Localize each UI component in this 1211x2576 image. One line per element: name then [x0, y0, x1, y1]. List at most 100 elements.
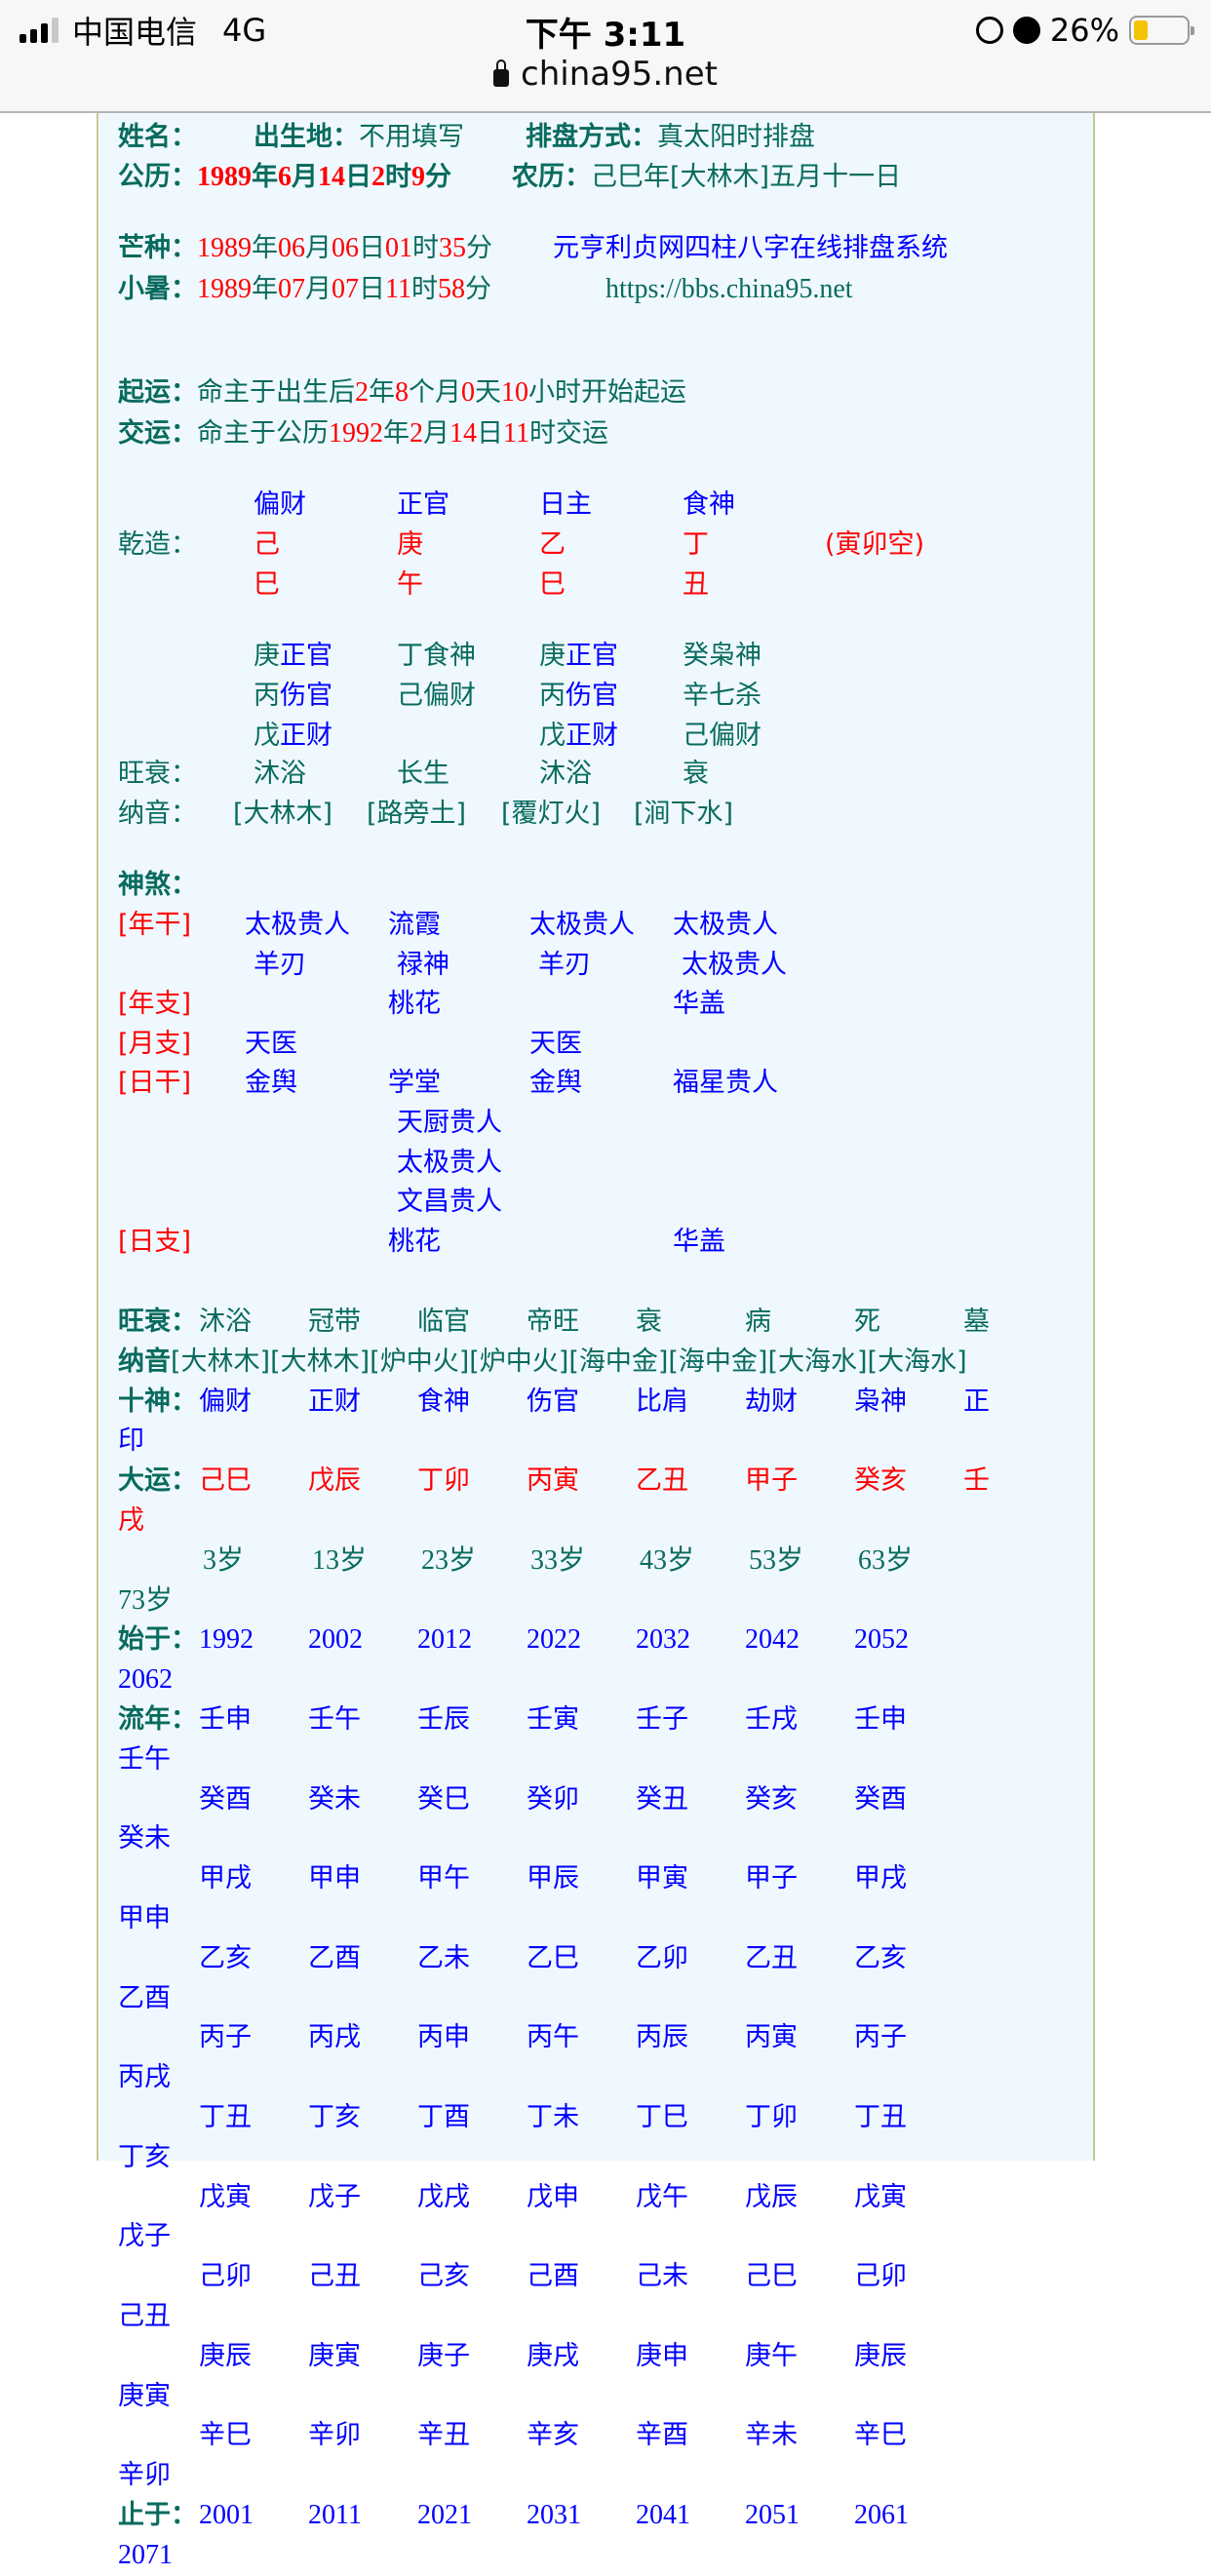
start-year-item: 2012 [417, 1624, 472, 1656]
liunian-item: 壬申 [199, 1703, 252, 1735]
shensha-row-label: [年干] [118, 910, 192, 940]
liunian-row: 流年：壬申 壬午 壬辰 壬寅 壬子 壬戌 壬申壬午 [118, 1700, 1010, 1780]
text-segment: 月 [305, 233, 332, 263]
liunian-item: 壬子 [636, 1703, 688, 1735]
end-year-item: 2011 [308, 2499, 362, 2530]
hidden-stem: 庚正官 [254, 637, 332, 676]
text-segment: 月 [292, 162, 318, 192]
hidden-stem-char: 丁 [397, 641, 423, 671]
network-type: 4G [222, 12, 267, 49]
text-segment: 天 [475, 377, 501, 408]
age-item: 63岁 [858, 1544, 914, 1576]
start-year-item: 2042 [745, 1624, 800, 1656]
luck-nayin-item: [炉中火] [469, 1346, 569, 1377]
hidden-stem-god: 正官 [566, 641, 618, 671]
hidden-stem: 丙伤官 [539, 677, 618, 716]
hidden-stem-char: 己 [683, 721, 709, 751]
liunian-item: 己巳 [745, 2261, 798, 2292]
liunian-row: 丙子 丙戌 丙申 丙午 丙辰 丙寅 丙子丙戌 [118, 2018, 1010, 2098]
text-segment: 日 [345, 162, 371, 192]
liunian-item: 丁卯 [745, 2101, 798, 2132]
xiaoshu-term: 小暑：1989年07月07日11时58分 [118, 270, 491, 309]
luck-wangshuai-item: 墓 [963, 1307, 990, 1337]
highlight-value: 01 [385, 233, 412, 263]
liunian-item: 庚申 [636, 2340, 688, 2371]
liunian-item: 丁丑 [854, 2101, 907, 2132]
liunian-item: 壬午 [118, 1743, 171, 1775]
luck-wangshuai-item: 沐浴 [199, 1307, 252, 1337]
liunian-item: 己丑 [308, 2261, 361, 2292]
text-segment: 月 [423, 418, 449, 449]
liunian-item: 辛巳 [199, 2420, 252, 2451]
lunar-date: 农历：己巳年[大林木]五月十一日 [512, 158, 901, 197]
birthplace-label: 出生地： [254, 122, 359, 152]
wangshuai-label: 旺衰： [118, 759, 197, 789]
dayun-item: 乙丑 [636, 1465, 688, 1497]
liunian-row: 乙亥 乙酉 乙未 乙巳 乙卯 乙丑 乙亥乙酉 [118, 1939, 1010, 2019]
hidden-stem-god: 正财 [280, 721, 332, 751]
liunian-item: 己卯 [854, 2261, 907, 2292]
highlight-value: 1989 [197, 162, 252, 192]
liunian-item: 癸丑 [636, 1783, 688, 1815]
heavenly-stem: 丁 [683, 529, 709, 560]
start-year-item: 2032 [636, 1624, 690, 1656]
hidden-stem: 丁食神 [397, 637, 476, 676]
liunian-item: 丙辰 [636, 2022, 688, 2053]
liunian-item: 丁巳 [636, 2101, 688, 2132]
liunian-item: 乙亥 [199, 1942, 252, 1973]
end-year-item: 2061 [854, 2499, 909, 2530]
text-segment: 命主于公历 [197, 418, 329, 449]
highlight-value: 1989 [197, 274, 252, 304]
liunian-item: 甲辰 [527, 1863, 579, 1894]
liunian-item: 癸亥 [745, 1783, 798, 1815]
system-title-link[interactable]: 元亨利贞网四柱八字在线排盘系统 [553, 233, 948, 263]
address-bar[interactable]: china95.net [0, 55, 1211, 94]
mangzhong-term: 芒种：1989年06月06日01时35分 [118, 229, 492, 268]
shensha-item: 华盖 [673, 1226, 725, 1257]
site-url[interactable]: https://bbs.china95.net [606, 274, 853, 304]
liunian-item: 辛卯 [118, 2460, 171, 2491]
shensha-item: 太极贵人 [397, 1147, 502, 1178]
age-item: 13岁 [312, 1544, 368, 1576]
highlight-value: 0 [461, 377, 475, 408]
liunian-item: 戊子 [308, 2181, 361, 2212]
dayun-item: 丁卯 [417, 1465, 470, 1497]
liunian-item: 甲寅 [636, 1863, 688, 1894]
liunian-item: 庚寅 [118, 2380, 171, 2411]
highlight-value: 9 [411, 162, 425, 192]
shensha-item: 金舆 [529, 1068, 582, 1099]
highlight-value: 2 [410, 418, 423, 449]
luck-shishen-item: 偏财 [199, 1386, 252, 1417]
liunian-item: 甲戌 [199, 1863, 252, 1894]
luck-shishen-item: 正财 [308, 1386, 361, 1417]
chart-panel [97, 113, 1095, 2161]
heavenly-stem: 乙 [539, 529, 566, 560]
hidden-stem-char: 戊 [254, 721, 280, 751]
start-year-label: 始于： [118, 1624, 197, 1656]
ten-god: 正官 [397, 489, 449, 520]
luck-nayin-row: 纳音[大林木][大林木][炉中火][炉中火][海中金][海中金][大海水][大海… [118, 1343, 1010, 1383]
text-segment: 日 [359, 274, 385, 304]
shensha-item: 福星贵人 [673, 1068, 778, 1099]
liunian-item: 戊子 [118, 2221, 171, 2252]
start-year-row: 始于：1992 2002 2012 2022 2032 2042 2052 2062 [118, 1620, 1010, 1700]
text-segment: 时交运 [528, 418, 608, 449]
shensha-item: 天厨贵人 [397, 1108, 502, 1138]
url-text: china95.net [521, 55, 718, 94]
hidden-stem-god: 伤官 [566, 681, 618, 711]
liunian-item: 壬辰 [417, 1703, 470, 1735]
hidden-stem-god: 枭神 [709, 641, 762, 671]
shensha-row-label: [日干] [118, 1068, 192, 1099]
highlight-value: 2 [355, 377, 369, 408]
alarm-icon [1012, 17, 1040, 44]
age-item: 3岁 [203, 1544, 245, 1576]
hidden-stem-char: 己 [397, 681, 423, 711]
liunian-item: 癸巳 [417, 1783, 470, 1815]
carrier-name: 中国电信 [72, 14, 198, 51]
liunian-item: 丁酉 [417, 2101, 470, 2132]
highlight-value: 14 [449, 418, 477, 449]
start-year-item: 1992 [199, 1624, 254, 1656]
liunian-row: 甲戌 甲申 甲午 甲辰 甲寅 甲子 甲戌甲申 [118, 1859, 1010, 1939]
shensha-row-label: [年支] [118, 989, 192, 1020]
liunian-item: 丁丑 [199, 2101, 252, 2132]
